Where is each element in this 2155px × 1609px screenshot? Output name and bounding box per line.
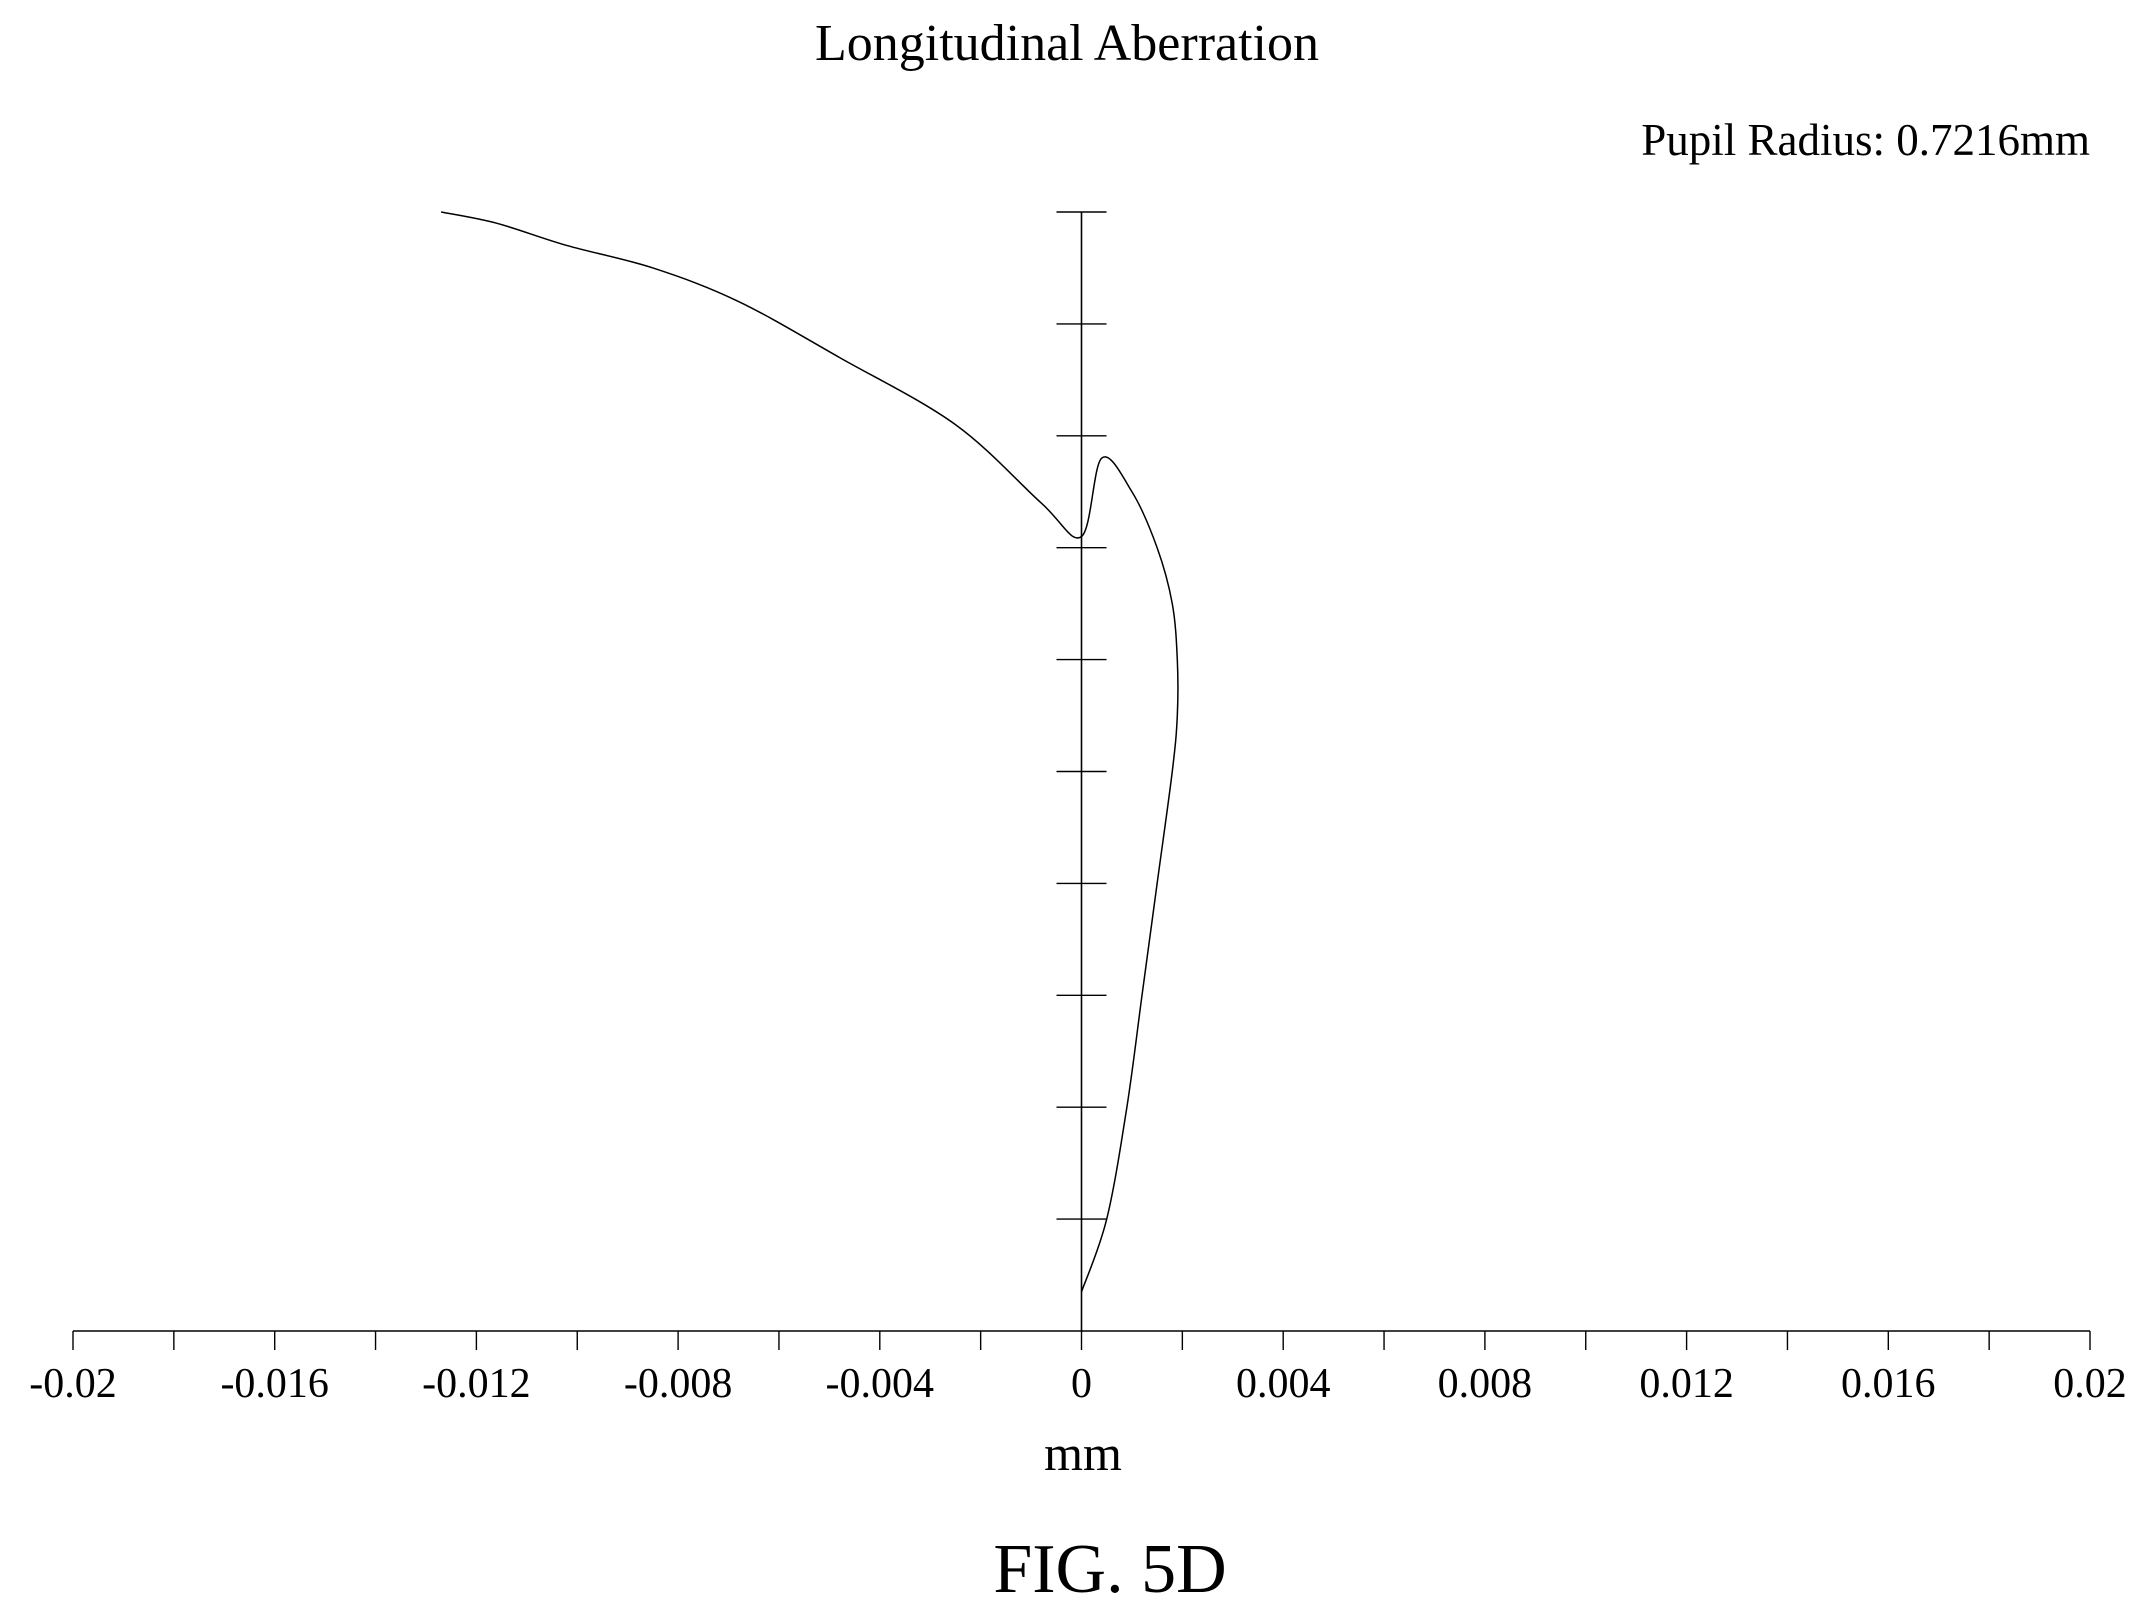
pupil-radius-annotation: Pupil Radius: 0.7216mm <box>1641 115 2090 165</box>
figure-label: FIG. 5D <box>993 1531 1226 1608</box>
aberration-curve <box>440 211 1179 1293</box>
x-tick-label: -0.008 <box>624 1361 733 1407</box>
chart-title: Longitudinal Aberration <box>815 15 1319 72</box>
x-tick-label: -0.02 <box>29 1361 117 1407</box>
x-tick-label: 0.02 <box>2053 1361 2127 1407</box>
x-tick-label: -0.004 <box>826 1361 935 1407</box>
x-axis-label: mm <box>1044 1425 1122 1481</box>
x-tick-label: -0.016 <box>220 1361 329 1407</box>
x-tick-label: 0.016 <box>1841 1361 1936 1407</box>
x-tick-label: 0.012 <box>1639 1361 1734 1407</box>
x-tick-label: 0.008 <box>1438 1361 1533 1407</box>
x-tick-label: -0.012 <box>422 1361 531 1407</box>
x-tick-label: 0 <box>1071 1361 1092 1407</box>
axes-group: -0.02 -0.016 -0.012 -0.008 -0.004 0 0.004 0.008… <box>29 211 2127 1407</box>
plot-area <box>440 211 1179 1293</box>
x-tick-label: 0.004 <box>1236 1361 1331 1407</box>
